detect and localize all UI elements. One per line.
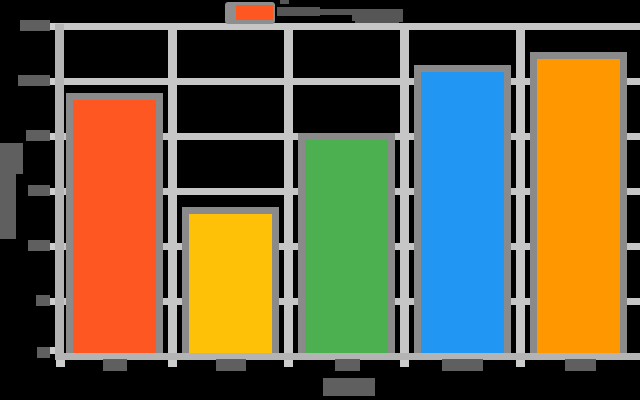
x-tick <box>400 358 409 367</box>
y-tick-label-redacted <box>26 130 50 141</box>
bar-4 <box>413 65 511 353</box>
x-tick-label-redacted <box>565 359 596 371</box>
x-tick <box>168 358 177 367</box>
x-axis-spine <box>55 353 640 360</box>
y-tick <box>44 23 56 30</box>
legend-label-redacted <box>280 0 289 4</box>
bar-5 <box>529 51 627 353</box>
y-tick-label-redacted <box>37 347 50 358</box>
y-tick-label-redacted <box>36 295 50 306</box>
legend-label-redacted <box>395 9 403 22</box>
h-gridline <box>55 78 640 85</box>
legend-swatch <box>236 5 273 20</box>
y-tick-label-redacted <box>28 185 50 196</box>
legend-label-redacted <box>319 9 403 15</box>
legend-label-redacted <box>355 15 399 23</box>
y-tick <box>44 298 56 305</box>
y-tick <box>44 243 56 250</box>
y-tick-label-redacted <box>28 240 50 251</box>
x-tick-label-redacted <box>442 359 483 371</box>
y-tick <box>44 133 56 140</box>
x-tick-label-redacted <box>335 359 360 371</box>
x-tick <box>516 358 525 367</box>
bar-3 <box>297 133 395 353</box>
bar-2 <box>181 207 279 353</box>
y-axis-label-redacted <box>0 173 16 239</box>
y-tick <box>44 188 56 195</box>
h-gridline <box>55 23 640 30</box>
bar-1 <box>65 92 163 353</box>
y-tick <box>44 78 56 85</box>
x-tick-label-redacted <box>103 359 127 371</box>
legend-label-redacted <box>277 7 320 16</box>
v-gridline <box>284 23 293 353</box>
v-gridline <box>168 23 177 353</box>
x-axis-label-redacted <box>323 378 375 396</box>
v-gridline <box>400 23 409 353</box>
y-tick-label-redacted <box>20 20 50 31</box>
v-gridline <box>516 23 525 353</box>
y-tick-label-redacted <box>18 75 50 86</box>
x-tick-label-redacted <box>216 359 246 371</box>
x-tick <box>284 358 293 367</box>
y-axis-label-redacted <box>0 143 23 174</box>
y-tick <box>44 347 56 354</box>
x-tick <box>56 358 65 367</box>
y-axis-spine <box>55 24 64 360</box>
